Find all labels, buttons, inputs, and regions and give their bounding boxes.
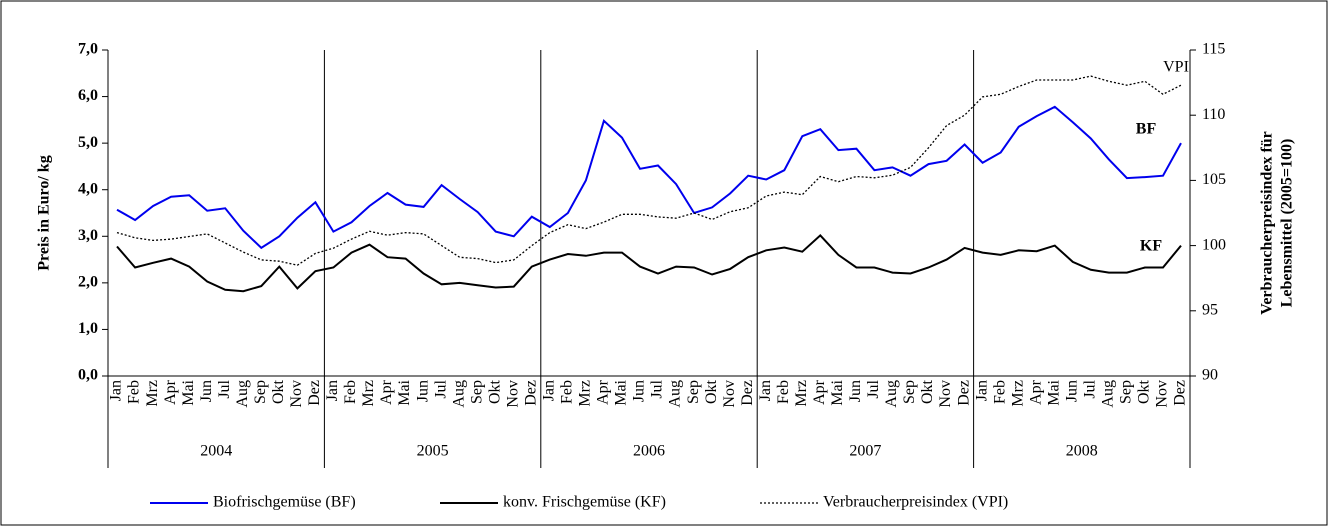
x-tick-label: Mai: [613, 379, 630, 405]
x-tick-label: Sep: [468, 380, 485, 404]
x-tick-label: Jun: [847, 380, 864, 402]
annotation: BF: [1136, 121, 1157, 138]
y-tick-label: 0,0: [78, 367, 98, 384]
y-tick-label: 1,0: [78, 320, 98, 337]
x-tick-label: Dez: [522, 380, 539, 406]
x-tick-label: Feb: [342, 380, 359, 404]
y2-tick-label: 105: [1202, 171, 1226, 188]
x-tick-label: Mrz: [144, 380, 161, 407]
y2-axis-title: Verbraucherpreisindex für: [1259, 131, 1276, 315]
x-tick-label: Jun: [198, 380, 215, 402]
x-tick-label: Jul: [865, 379, 882, 398]
x-tick-label: Mai: [1045, 379, 1062, 405]
x-tick-label: Okt: [1136, 379, 1153, 404]
x-tick-label: Aug: [234, 380, 251, 408]
annotation: VPI: [1163, 59, 1189, 76]
x-tick-label: Feb: [559, 380, 576, 404]
x-tick-label: Nov: [288, 380, 305, 408]
x-tick-label: Nov: [937, 380, 954, 408]
legend-label: Verbraucherpreisindex (VPI): [823, 494, 1008, 511]
x-tick-label: Feb: [126, 380, 143, 404]
y-tick-label: 5,0: [78, 134, 98, 151]
y2-tick-label: 90: [1202, 367, 1218, 384]
x-tick-label: Dez: [955, 380, 972, 406]
y2-tick-label: 100: [1202, 236, 1226, 253]
x-tick-label: Jan: [108, 380, 125, 401]
x-tick-label: Apr: [811, 379, 828, 405]
x-tick-label: Apr: [1027, 379, 1044, 405]
x-tick-label: Apr: [595, 379, 612, 405]
x-tick-label: Dez: [739, 380, 756, 406]
x-tick-label: Sep: [252, 380, 269, 404]
annotation: KF: [1140, 238, 1162, 255]
x-tick-label: Jan: [973, 380, 990, 401]
x-tick-label: Jun: [631, 380, 648, 402]
legend-label: konv. Frischgemüse (KF): [503, 494, 666, 511]
x-tick-label: Mai: [396, 379, 413, 405]
year-label: 2006: [633, 443, 665, 460]
y-tick-label: 2,0: [78, 274, 98, 291]
x-tick-label: Dez: [306, 380, 323, 406]
x-tick-label: Aug: [450, 380, 467, 408]
x-tick-label: Jun: [1063, 380, 1080, 402]
x-tick-label: Feb: [991, 380, 1008, 404]
x-tick-label: Apr: [378, 379, 395, 405]
x-tick-label: Mrz: [793, 380, 810, 407]
x-tick-label: Jan: [540, 380, 557, 401]
y2-tick-label: 95: [1202, 301, 1218, 318]
y-tick-label: 3,0: [78, 227, 98, 244]
x-tick-label: Okt: [486, 379, 503, 404]
x-tick-label: Okt: [270, 379, 287, 404]
x-tick-label: Nov: [504, 380, 521, 408]
y2-axis-title: Lebensmittel (2005=100): [1279, 139, 1296, 308]
y-axis-title: Preis in Euro/ kg: [36, 155, 53, 270]
year-label: 2004: [200, 443, 232, 460]
x-tick-label: Aug: [1100, 380, 1117, 408]
x-tick-label: Aug: [883, 380, 900, 408]
x-tick-label: Nov: [1154, 380, 1171, 408]
x-tick-label: Jul: [216, 379, 233, 398]
series-line: [116, 233, 1182, 293]
y-tick-label: 4,0: [78, 180, 98, 197]
x-tick-label: Jul: [649, 379, 666, 398]
x-tick-label: Jan: [324, 380, 341, 401]
x-tick-label: Mai: [180, 379, 197, 405]
year-label: 2005: [417, 443, 449, 460]
x-tick-label: Jul: [432, 379, 449, 398]
x-tick-label: Apr: [162, 379, 179, 405]
x-tick-label: Dez: [1172, 380, 1189, 406]
x-tick-label: Okt: [919, 379, 936, 404]
x-tick-label: Sep: [901, 380, 918, 404]
x-tick-label: Mrz: [577, 380, 594, 407]
x-tick-label: Mrz: [1009, 380, 1026, 407]
x-tick-label: Feb: [775, 380, 792, 404]
y2-tick-label: 110: [1202, 106, 1225, 123]
x-tick-label: Nov: [721, 380, 738, 408]
x-tick-label: Mrz: [360, 380, 377, 407]
x-tick-label: Jul: [1081, 379, 1098, 398]
x-tick-label: Jan: [757, 380, 774, 401]
legend-label: Biofrischgemüse (BF): [213, 494, 356, 511]
x-tick-label: Sep: [1118, 380, 1135, 404]
year-label: 2008: [1066, 443, 1098, 460]
y2-tick-label: 115: [1202, 41, 1225, 58]
x-tick-label: Aug: [667, 380, 684, 408]
year-label: 2007: [849, 443, 881, 460]
y-tick-label: 6,0: [78, 87, 98, 104]
x-tick-label: Sep: [685, 380, 702, 404]
x-tick-label: Mai: [829, 379, 846, 405]
y-tick-label: 7,0: [78, 41, 98, 58]
series-line: [116, 105, 1182, 250]
x-tick-label: Jun: [414, 380, 431, 402]
x-tick-label: Okt: [703, 379, 720, 404]
series-line: [116, 75, 1182, 266]
